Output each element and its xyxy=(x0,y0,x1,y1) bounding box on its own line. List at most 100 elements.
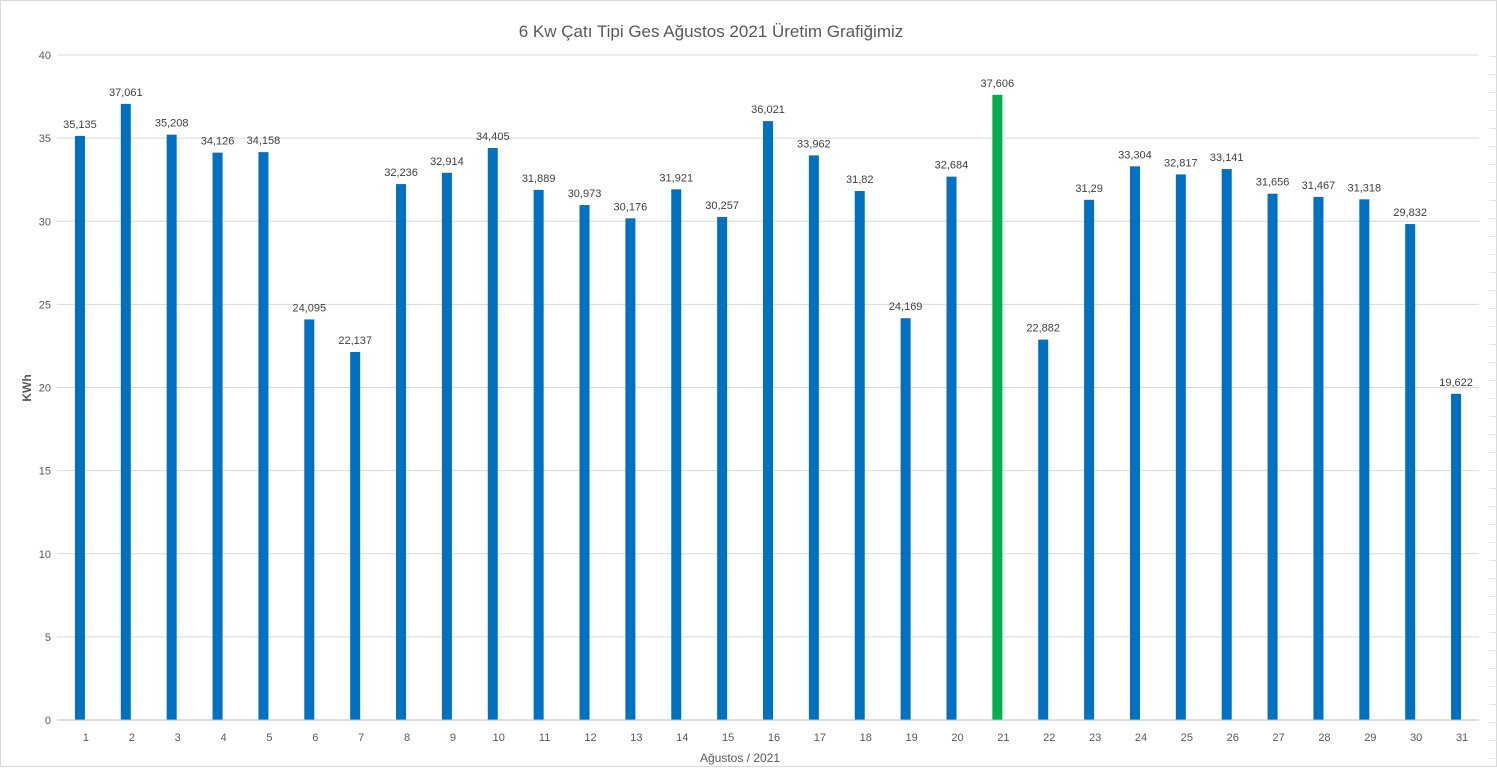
bar-day-26 xyxy=(1221,169,1232,720)
x-tick-label: 12 xyxy=(584,732,596,744)
edge-cell xyxy=(1489,255,1497,273)
edge-cell xyxy=(1489,219,1497,237)
edge-cell xyxy=(1489,237,1497,255)
x-tick-label: 17 xyxy=(814,732,826,744)
data-label: 32,817 xyxy=(1164,157,1198,169)
y-tick-label: 5 xyxy=(45,632,51,644)
edge-cell xyxy=(1489,615,1497,633)
edge-cell xyxy=(1489,507,1497,525)
bar-day-17 xyxy=(808,155,819,721)
edge-cell xyxy=(1489,147,1497,165)
edge-cell xyxy=(1489,363,1497,381)
data-label: 31,467 xyxy=(1302,180,1336,192)
edge-cell xyxy=(1489,687,1497,705)
x-tick-label: 20 xyxy=(951,732,963,744)
edge-cell xyxy=(1489,417,1497,435)
y-axis-title: KWh xyxy=(20,374,34,401)
edge-cell xyxy=(1489,597,1497,615)
edge-cell xyxy=(1489,93,1497,111)
data-labels: 35,135 37,061 35,208 34,126 34,158 24,095 22,1… xyxy=(63,78,1473,389)
edge-cell xyxy=(1489,579,1497,597)
x-tick-label: 23 xyxy=(1089,732,1101,744)
x-tick-label: 8 xyxy=(404,732,410,744)
edge-cell xyxy=(1489,561,1497,579)
edge-cell xyxy=(1489,723,1497,741)
data-label: 24,095 xyxy=(292,302,326,314)
y-tick-label: 35 xyxy=(39,133,51,145)
edge-cell xyxy=(1489,129,1497,147)
edge-cell xyxy=(1489,291,1497,309)
edge-cell xyxy=(1489,201,1497,219)
bar-day-3 xyxy=(166,134,177,721)
chart-title: 6 Kw Çatı Tipi Ges Ağustos 2021 Üretim G… xyxy=(519,22,904,41)
data-label: 31,82 xyxy=(846,174,874,186)
data-label: 30,176 xyxy=(614,201,648,213)
x-tick-label: 31 xyxy=(1456,732,1468,744)
x-tick-label: 2 xyxy=(129,732,135,744)
data-label: 33,304 xyxy=(1118,149,1152,161)
bar-day-25 xyxy=(1175,174,1186,721)
edge-cell xyxy=(1489,525,1497,543)
bar-day-20 xyxy=(946,176,957,721)
x-tick-label: 3 xyxy=(175,732,181,744)
edge-cell xyxy=(1489,669,1497,687)
data-label: 19,622 xyxy=(1439,377,1473,389)
data-label: 22,137 xyxy=(338,335,372,347)
x-tick-label: 5 xyxy=(266,732,272,744)
data-label: 30,973 xyxy=(568,188,602,200)
data-label: 33,141 xyxy=(1210,152,1244,164)
bar-day-15 xyxy=(717,216,728,721)
bar-day-28 xyxy=(1313,196,1324,720)
data-label: 34,405 xyxy=(476,131,510,143)
data-label: 37,606 xyxy=(981,78,1015,90)
data-label: 35,135 xyxy=(63,119,97,131)
data-label: 31,318 xyxy=(1347,182,1381,194)
edge-cell xyxy=(1489,327,1497,345)
data-label: 24,169 xyxy=(889,301,923,313)
data-label: 31,656 xyxy=(1256,177,1290,189)
x-tick-label: 1 xyxy=(83,732,89,744)
edge-cell xyxy=(1489,57,1497,75)
y-tick-label: 30 xyxy=(39,216,51,228)
bar-day-14 xyxy=(671,189,682,721)
bar-day-4 xyxy=(212,152,223,720)
edge-cell xyxy=(1489,705,1497,723)
x-tick-label: 24 xyxy=(1135,732,1147,744)
edge-cell xyxy=(1489,39,1497,57)
bar-day-30 xyxy=(1405,224,1416,720)
edge-cell xyxy=(1489,741,1497,759)
y-axis-ticks: 0 5 10 15 20 25 30 35 40 xyxy=(39,50,51,727)
bar-day-6 xyxy=(304,319,315,720)
x-tick-label: 16 xyxy=(768,732,780,744)
edge-cell xyxy=(1489,399,1497,417)
x-tick-label: 4 xyxy=(220,732,226,744)
data-label: 34,126 xyxy=(201,136,235,148)
y-tick-label: 25 xyxy=(39,299,51,311)
edge-cell xyxy=(1489,651,1497,669)
x-tick-label: 10 xyxy=(493,732,505,744)
x-tick-label: 14 xyxy=(676,732,688,744)
bar-day-21 xyxy=(992,94,1003,721)
edge-cell xyxy=(1489,381,1497,399)
bar-day-16 xyxy=(763,121,773,720)
bars xyxy=(74,94,1462,721)
x-tick-label: 28 xyxy=(1318,732,1330,744)
bar-day-5 xyxy=(258,152,269,721)
edge-cell xyxy=(1489,75,1497,93)
x-tick-label: 30 xyxy=(1410,732,1422,744)
x-tick-label: 25 xyxy=(1181,732,1193,744)
x-tick-label: 18 xyxy=(860,732,872,744)
bar-day-23 xyxy=(1084,199,1095,720)
bar-day-9 xyxy=(441,172,452,720)
right-edge-strip xyxy=(1489,39,1497,759)
data-label: 37,061 xyxy=(109,87,143,99)
edge-cell xyxy=(1489,633,1497,651)
edge-cell xyxy=(1489,489,1497,507)
edge-cell xyxy=(1489,543,1497,561)
edge-cell xyxy=(1489,345,1497,363)
bar-day-13 xyxy=(625,218,636,720)
bar-day-18 xyxy=(854,190,865,720)
data-label: 32,236 xyxy=(384,167,418,179)
